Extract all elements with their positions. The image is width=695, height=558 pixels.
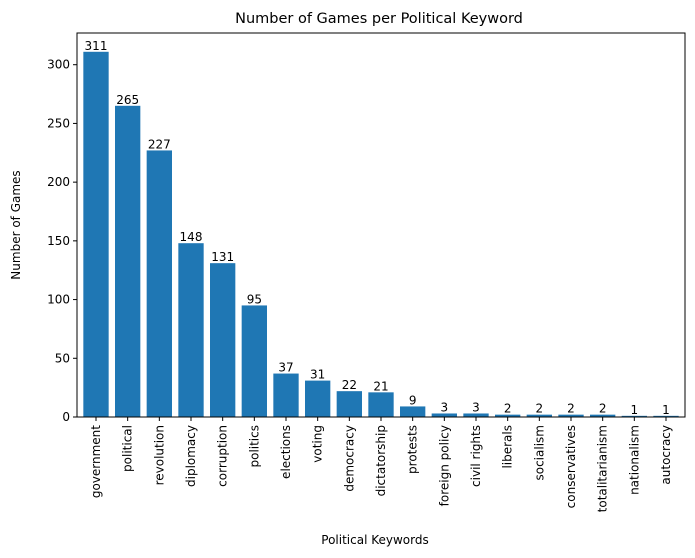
data-label: 148 xyxy=(180,230,203,244)
data-label: 311 xyxy=(85,39,108,53)
bar-revolution xyxy=(146,150,172,417)
x-tick-label: totalitarianism xyxy=(596,425,610,512)
data-label: 31 xyxy=(310,368,325,382)
bar-socialism xyxy=(526,414,552,417)
data-label: 2 xyxy=(504,402,512,416)
y-tick-label: 100 xyxy=(47,293,70,307)
plot-frame xyxy=(76,32,686,418)
x-tick-label: revolution xyxy=(152,425,166,485)
x-tick-label: political xyxy=(121,425,135,472)
data-label: 227 xyxy=(148,137,171,151)
data-label: 2 xyxy=(567,402,575,416)
bar-foreign-policy xyxy=(431,413,457,417)
y-tick-label: 150 xyxy=(47,234,70,248)
data-label: 3 xyxy=(472,400,480,414)
y-tick-label: 250 xyxy=(47,116,70,130)
x-tick-label: corruption xyxy=(216,425,230,487)
x-axis-label: Political Keywords xyxy=(321,533,428,547)
x-tick-label: politics xyxy=(247,425,261,468)
y-axis: 0 50 100 150 200 250 300 xyxy=(47,58,77,424)
bars xyxy=(83,51,679,417)
x-tick-label: foreign policy xyxy=(437,425,451,506)
data-label: 22 xyxy=(342,378,357,392)
bar-voting xyxy=(305,380,331,417)
chart-title: Number of Games per Political Keyword xyxy=(235,11,523,27)
bar-politics xyxy=(241,305,267,417)
x-tick-label: diplomacy xyxy=(184,425,198,487)
data-label: 2 xyxy=(536,402,544,416)
data-label: 265 xyxy=(116,93,139,107)
x-tick-label: liberals xyxy=(501,425,515,469)
x-tick-label: civil rights xyxy=(469,425,483,487)
x-tick-label: democracy xyxy=(342,425,356,492)
data-label: 1 xyxy=(662,403,670,417)
data-label: 37 xyxy=(278,361,293,375)
bar-protests xyxy=(400,406,426,417)
y-tick-label: 0 xyxy=(62,410,70,424)
bar-political xyxy=(115,105,141,417)
x-tick-label: protests xyxy=(406,425,420,474)
x-tick-label: conservatives xyxy=(564,425,578,508)
bar-civil-rights xyxy=(463,413,489,417)
bar-totalitarianism xyxy=(590,414,616,417)
x-axis: government political revolution diplomacy co… xyxy=(89,417,673,512)
bar-diplomacy xyxy=(178,243,204,417)
y-tick-label: 300 xyxy=(47,58,70,72)
y-axis-label: Number of Games xyxy=(9,170,23,279)
y-tick-label: 50 xyxy=(55,351,70,365)
x-tick-label: autocracy xyxy=(659,425,673,485)
data-label: 1 xyxy=(631,403,639,417)
data-label: 95 xyxy=(247,292,262,306)
data-label: 21 xyxy=(373,379,388,393)
bar-autocracy xyxy=(653,415,679,417)
y-tick-label: 200 xyxy=(47,175,70,189)
bar-democracy xyxy=(336,391,362,417)
x-tick-label: voting xyxy=(311,425,325,463)
x-tick-label: dictatorship xyxy=(374,425,388,496)
bar-corruption xyxy=(210,263,236,417)
data-label: 2 xyxy=(599,402,607,416)
bar-nationalism xyxy=(621,415,647,417)
x-tick-label: elections xyxy=(279,425,293,479)
bar-dictatorship xyxy=(368,392,394,417)
bar-liberals xyxy=(495,414,521,417)
data-label: 9 xyxy=(409,393,417,407)
bar-elections xyxy=(273,373,299,417)
x-tick-label: socialism xyxy=(532,425,546,481)
data-label: 131 xyxy=(211,250,234,264)
data-label: 3 xyxy=(441,400,449,414)
x-tick-label: nationalism xyxy=(627,425,641,495)
bar-government xyxy=(83,51,109,417)
x-tick-label: government xyxy=(89,425,103,498)
bar-conservatives xyxy=(558,414,584,417)
